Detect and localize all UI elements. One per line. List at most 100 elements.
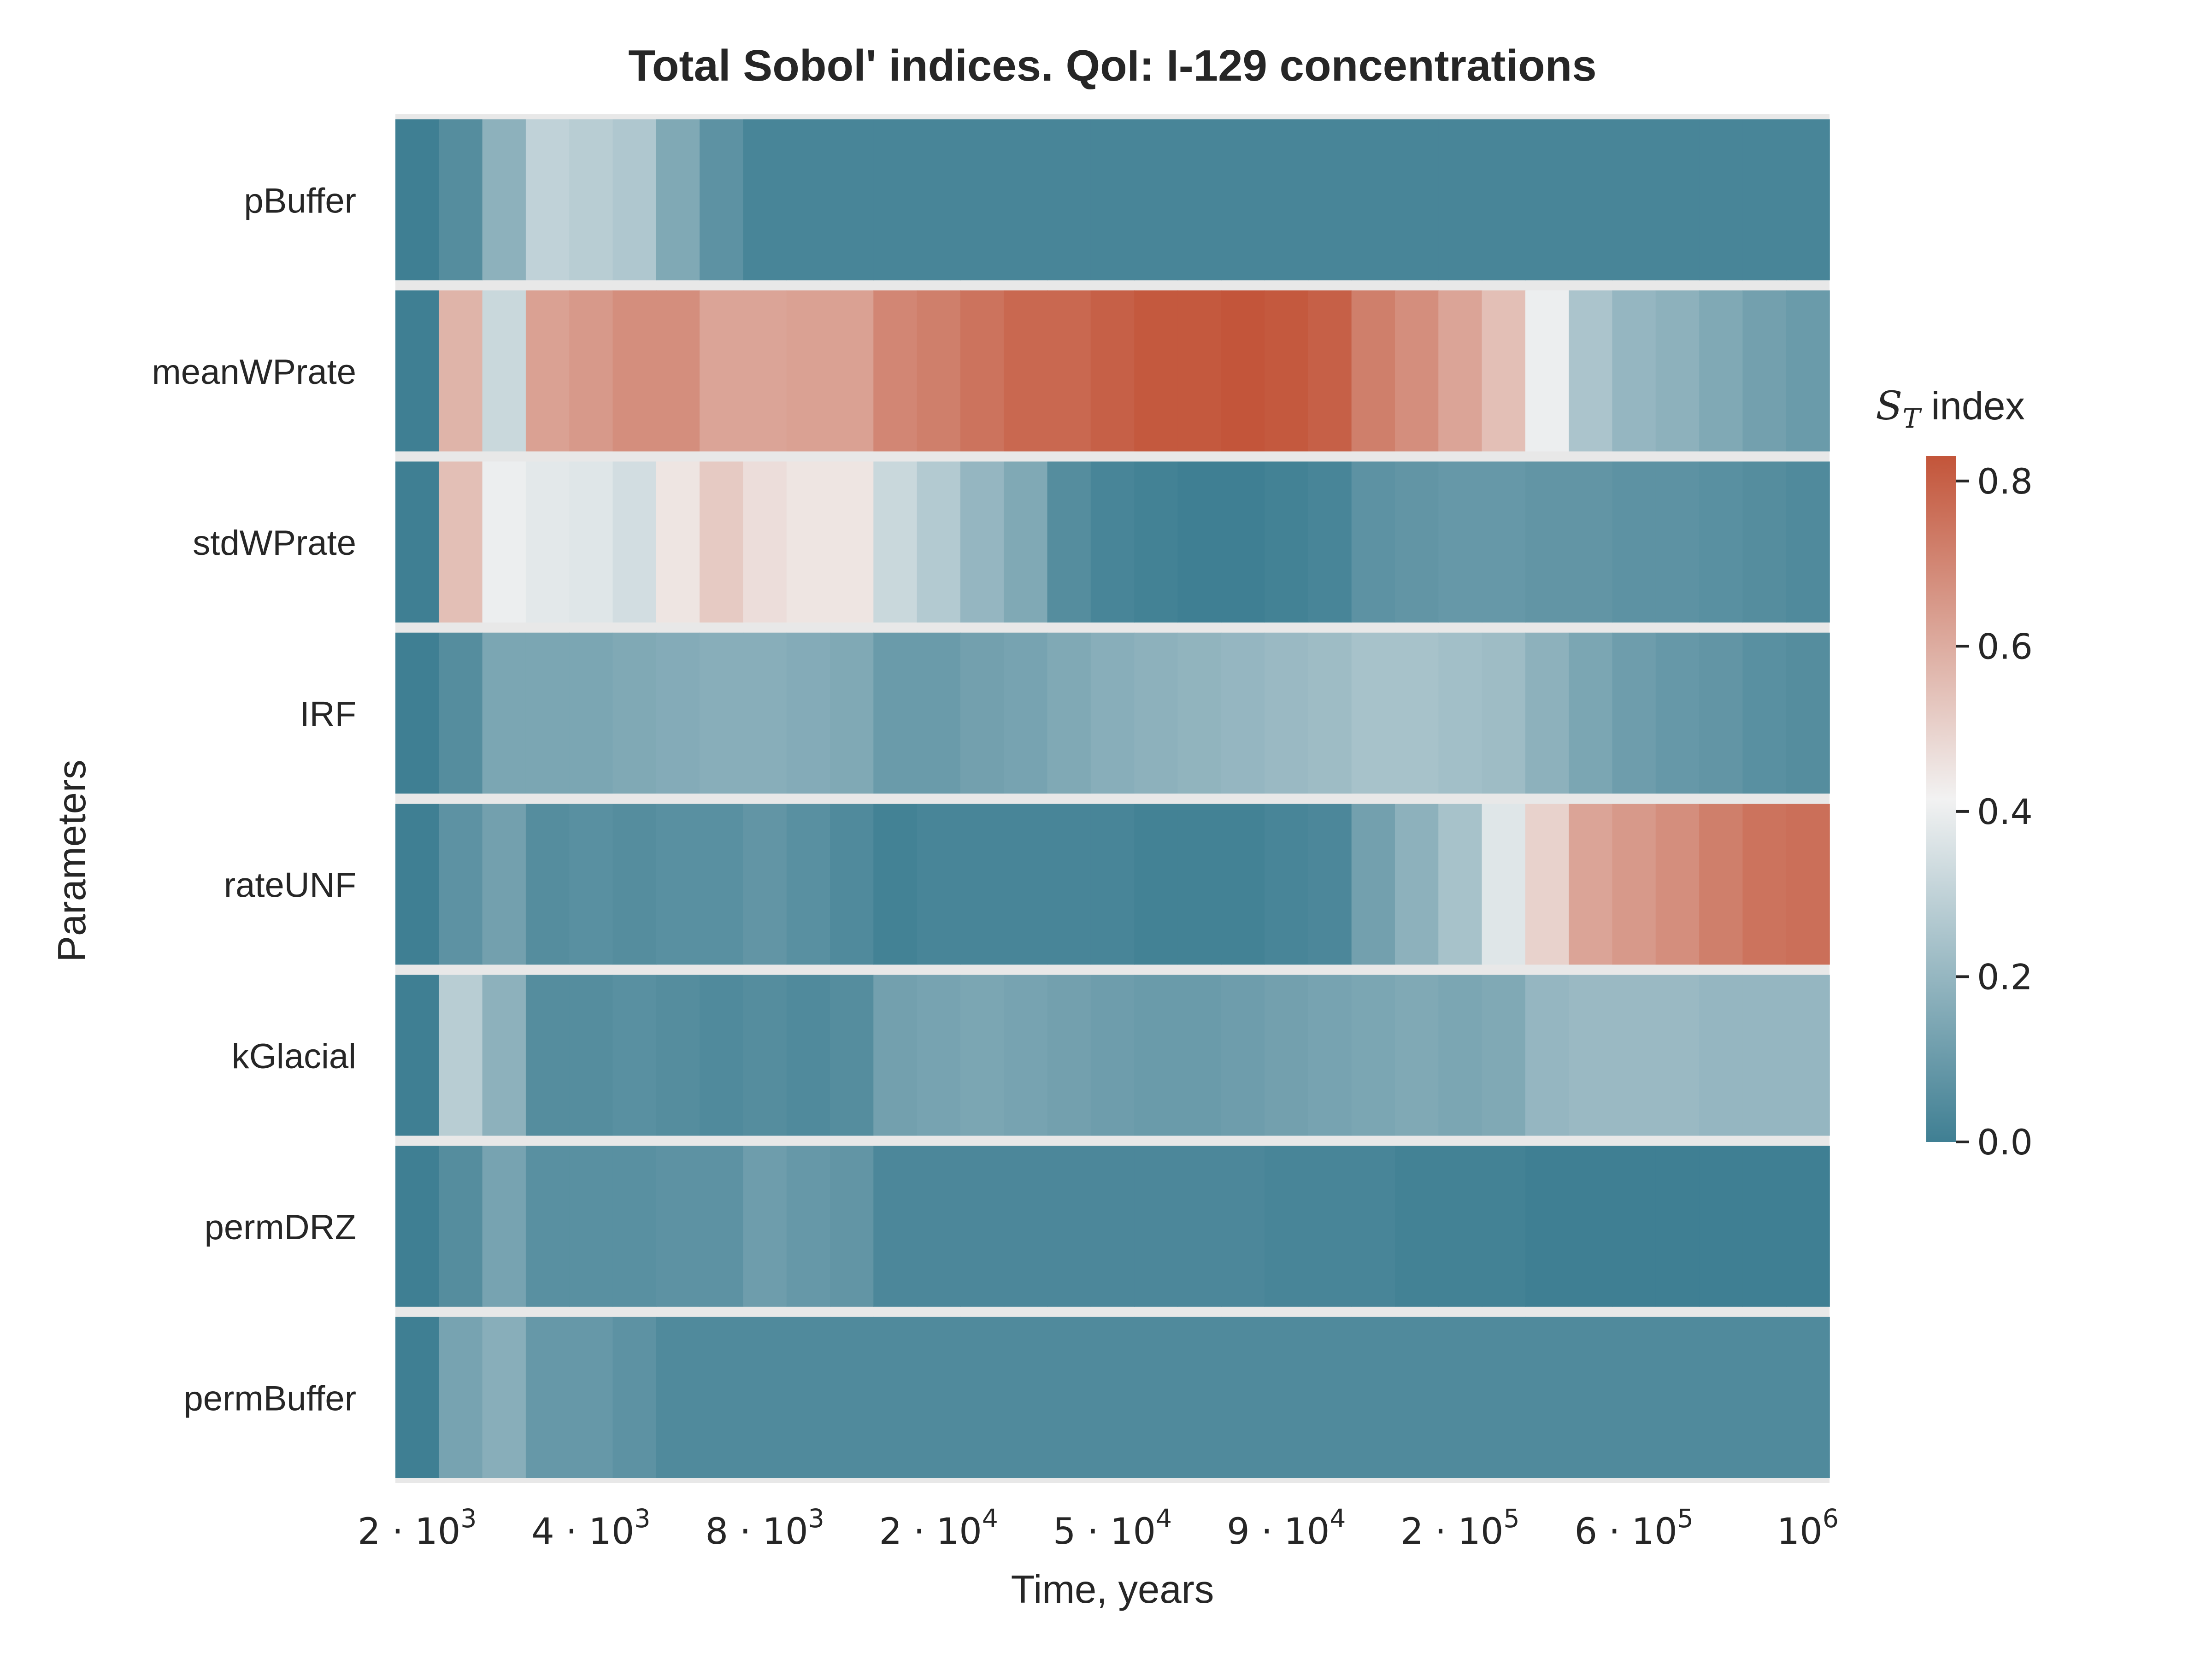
heatmap-cell — [1786, 461, 1830, 623]
heatmap-cell — [1569, 119, 1613, 281]
heatmap-cell — [873, 975, 918, 1136]
colorbar-ticks: 0.0 0.2 0.4 0.6 0.8 — [1956, 461, 2033, 1163]
heatmap-cell — [873, 119, 918, 281]
heatmap-cell — [1786, 1317, 1830, 1478]
heatmap-cell — [1742, 975, 1787, 1136]
heatmap-cell — [960, 1146, 1005, 1307]
heatmap-cell — [1525, 1146, 1569, 1307]
heatmap-cell — [1351, 804, 1395, 965]
colorbar-gradient — [1926, 456, 1956, 1142]
heatmap-cell — [1047, 1146, 1091, 1307]
heatmap-cell — [1090, 804, 1135, 965]
heatmap-cell — [786, 804, 830, 965]
heatmap-cell — [1265, 119, 1309, 281]
heatmap-cell — [1699, 1317, 1743, 1478]
heatmap-cell — [1308, 975, 1352, 1136]
heatmap-cell — [1308, 804, 1352, 965]
x-axis-ticks: 2 · 103 4 · 103 8 · 103 2 · 104 5 · 104 9 · 1… — [358, 1504, 1839, 1553]
heatmap-cell — [700, 1146, 744, 1307]
heatmap-cell — [1655, 461, 1700, 623]
heatmap-cell — [1090, 1317, 1135, 1478]
heatmap-cell — [1004, 975, 1048, 1136]
heatmap-cell — [1742, 461, 1787, 623]
heatmap-cell — [960, 461, 1005, 623]
heatmap-cell — [1699, 290, 1743, 452]
heatmap-cell — [1525, 804, 1569, 965]
heatmap-cell — [1090, 1146, 1135, 1307]
heatmap-cell — [1177, 290, 1222, 452]
heatmap-cell — [917, 632, 961, 794]
heatmap-cell — [700, 975, 744, 1136]
heatmap-cell — [1394, 632, 1439, 794]
heatmap-cell — [1004, 290, 1048, 452]
heatmap-cell — [656, 975, 700, 1136]
heatmap-cell — [656, 119, 700, 281]
heatmap-cell — [1177, 975, 1222, 1136]
heatmap-cell — [1047, 290, 1091, 452]
heatmap-cell — [1569, 975, 1613, 1136]
heatmap-cell — [395, 290, 440, 452]
row-label: meanWPrate — [152, 353, 357, 392]
heatmap-cell — [1612, 975, 1656, 1136]
heatmap-cell — [1177, 1146, 1222, 1307]
heatmap-cell — [786, 1146, 830, 1307]
heatmap-cell — [1394, 804, 1439, 965]
heatmap-cell — [1265, 1317, 1309, 1478]
heatmap-cell — [1134, 461, 1178, 623]
heatmap-cell — [569, 632, 613, 794]
heatmap-cell — [612, 1317, 657, 1478]
heatmap-cell — [1221, 461, 1265, 623]
heatmap-cell — [1699, 1146, 1743, 1307]
heatmap-cell — [830, 1317, 874, 1478]
heatmap-cell — [656, 1146, 700, 1307]
heatmap-cell — [395, 1317, 440, 1478]
heatmap-cell — [1525, 1317, 1569, 1478]
heatmap-cell — [1351, 632, 1395, 794]
heatmap-cell — [830, 804, 874, 965]
heatmap-cell — [1090, 632, 1135, 794]
heatmap-cell — [1394, 975, 1439, 1136]
heatmap-cell — [1351, 461, 1395, 623]
heatmap-cell — [1569, 290, 1613, 452]
row-label: permDRZ — [205, 1208, 356, 1247]
heatmap-cells — [395, 114, 1830, 1483]
heatmap-cell — [656, 290, 700, 452]
heatmap-cell — [525, 804, 570, 965]
heatmap-cell — [1438, 804, 1483, 965]
heatmap-cell — [743, 119, 787, 281]
heatmap-cell — [1612, 461, 1656, 623]
heatmap-cell — [612, 1146, 657, 1307]
heatmap-cell — [960, 975, 1005, 1136]
heatmap-cell — [525, 1317, 570, 1478]
heatmap-cell — [1090, 119, 1135, 281]
heatmap-cell — [439, 804, 483, 965]
heatmap-cell — [1699, 119, 1743, 281]
x-tick-label: 6 · 105 — [1574, 1504, 1693, 1553]
row-label: IRF — [300, 694, 356, 734]
heatmap-cell — [1047, 632, 1091, 794]
heatmap-cell — [830, 1146, 874, 1307]
heatmap-cell — [1482, 1317, 1526, 1478]
heatmap-cell — [569, 1146, 613, 1307]
colorbar-tick-label: 0.0 — [1977, 1122, 2033, 1163]
heatmap-cell — [830, 975, 874, 1136]
heatmap-cell — [1351, 290, 1395, 452]
heatmap-cell — [656, 804, 700, 965]
heatmap-cell — [525, 1146, 570, 1307]
heatmap-cell — [569, 461, 613, 623]
heatmap-cell — [1177, 1317, 1222, 1478]
heatmap-cell — [700, 1317, 744, 1478]
heatmap-cell — [1221, 632, 1265, 794]
heatmap-cell — [830, 119, 874, 281]
x-axis-label: Time, years — [1011, 1568, 1214, 1612]
heatmap-cell — [1134, 290, 1178, 452]
heatmap-cell — [917, 119, 961, 281]
heatmap-cell — [1004, 804, 1048, 965]
heatmap-cell — [1612, 632, 1656, 794]
heatmap-cell — [1482, 804, 1526, 965]
colorbar-title: ST index — [1876, 383, 2025, 434]
heatmap-cell — [1265, 1146, 1309, 1307]
heatmap-cell — [873, 1146, 918, 1307]
heatmap-cell — [482, 804, 526, 965]
heatmap-cell — [1786, 804, 1830, 965]
